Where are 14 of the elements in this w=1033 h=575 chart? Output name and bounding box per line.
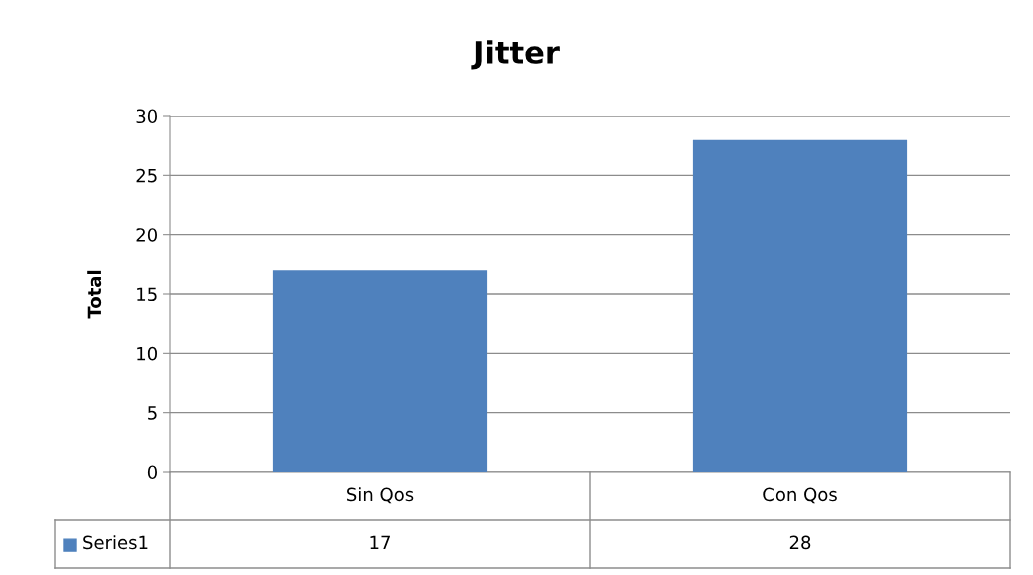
y-tick-label: 20	[136, 228, 157, 242]
y-tick-label: 5	[148, 406, 157, 420]
y-tick-label: 30	[136, 109, 157, 124]
y-axis-title: Total	[87, 270, 102, 319]
y-tick-label: 0	[147, 465, 157, 480]
legend-label: Series1	[83, 535, 148, 550]
data-label: 17	[370, 535, 390, 549]
y-tick-label: 10	[137, 346, 157, 361]
y-tick-label: 25	[136, 168, 157, 183]
x-tick-label: Sin Qos	[347, 487, 414, 504]
x-tick-label: Con Qos	[763, 487, 837, 504]
y-tick-label: 15	[137, 287, 157, 302]
data-label: 28	[789, 535, 811, 550]
chart-title: Jitter	[471, 40, 560, 70]
